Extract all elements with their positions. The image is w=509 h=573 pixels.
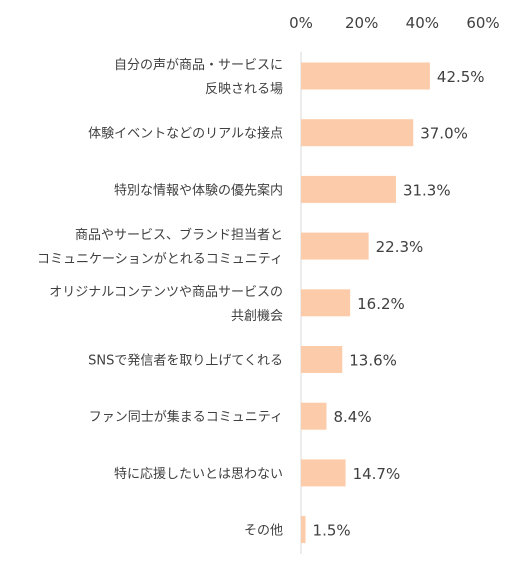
- value-label: 16.2%: [357, 295, 405, 313]
- bar: [301, 62, 430, 90]
- category-label: 商品やサービス、ブランド担当者と: [75, 227, 283, 243]
- bar: [301, 459, 346, 487]
- x-tick-label: 20%: [345, 14, 378, 32]
- bar: [301, 232, 369, 260]
- bar: [301, 175, 396, 203]
- value-label: 42.5%: [437, 68, 485, 86]
- x-tick-label: 0%: [289, 14, 313, 32]
- category-label: 共創機会: [231, 309, 283, 324]
- bar: [301, 402, 327, 430]
- value-label: 13.6%: [349, 352, 397, 370]
- value-labels: 42.5% 37.0% 31.3% 22.3% 16.2% 13.6% 8.4% 14.7% 1…: [313, 68, 485, 540]
- value-label: 8.4%: [333, 408, 371, 426]
- category-label: 反映される場: [205, 82, 283, 97]
- category-label: 特に応援したいとは思わない: [114, 467, 283, 482]
- value-label: 37.0%: [420, 125, 468, 143]
- bar: [301, 119, 414, 147]
- category-label: ファン同士が集まるコミュニティ: [89, 409, 283, 425]
- category-label: 特別な情報や体験の優先案内: [114, 182, 283, 198]
- bar: [301, 346, 343, 373]
- category-label: 自分の声が商品・サービスに: [114, 58, 283, 73]
- category-label: 体験イベントなどのリアルな接点: [88, 126, 283, 142]
- value-label: 31.3%: [403, 181, 451, 199]
- bar: [301, 516, 306, 544]
- x-tick-label: 60%: [466, 14, 499, 32]
- category-labels: 自分の声が商品・サービスに反映される場体験イベントなどのリアルな接点特別な情報や…: [37, 58, 283, 539]
- category-label: コミュニケーションがとれるコミュニティ: [37, 252, 283, 267]
- x-axis-ticks: 0% 20% 40% 60%: [289, 14, 500, 32]
- value-label: 22.3%: [376, 238, 424, 256]
- category-label: オリジナルコンテンツや商品サービスの: [49, 285, 283, 300]
- bars: [301, 62, 430, 544]
- category-label: SNSで発信者を取り上げてくれる: [88, 354, 283, 369]
- value-label: 1.5%: [313, 522, 351, 540]
- category-label: その他: [244, 524, 283, 539]
- value-label: 14.7%: [353, 465, 401, 483]
- bar: [301, 289, 351, 317]
- x-tick-label: 40%: [406, 14, 439, 32]
